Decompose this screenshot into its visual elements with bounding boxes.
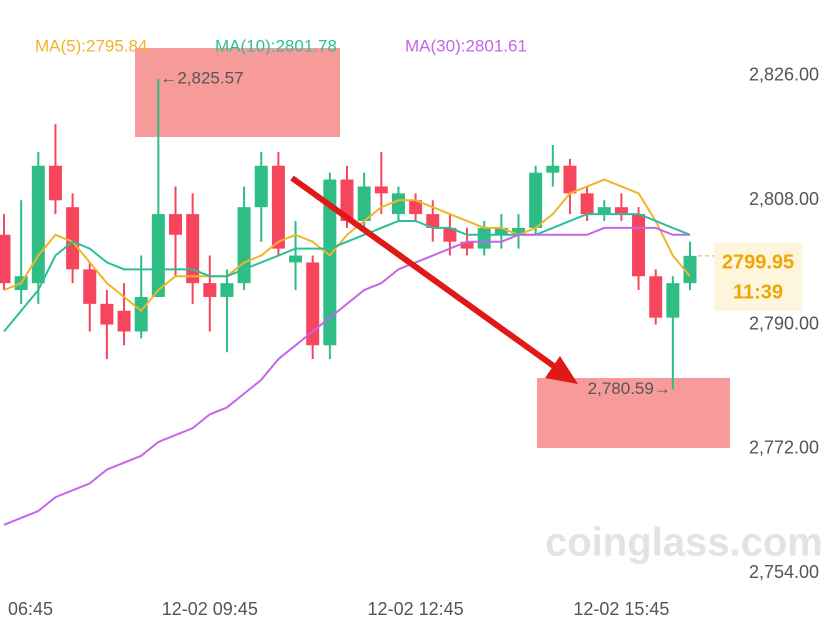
candle-body xyxy=(66,207,80,270)
candle-body xyxy=(597,207,611,215)
candle-body xyxy=(357,186,371,221)
candle-body xyxy=(494,227,508,235)
legend-entry: MA(10):2801.78 xyxy=(215,36,337,55)
candle-body xyxy=(271,165,285,249)
candle-body xyxy=(649,276,663,318)
low-label: 2,780.59→ xyxy=(588,379,671,398)
candle-body xyxy=(683,255,697,284)
candle-body xyxy=(340,179,354,221)
candle-body xyxy=(374,186,388,194)
candle-body xyxy=(220,283,234,297)
legend-entry: MA(5):2795.84 xyxy=(35,36,147,55)
x-tick-label: 12-02 12:45 xyxy=(368,599,464,619)
candle-body xyxy=(632,214,646,277)
candle-body xyxy=(31,165,45,284)
y-tick-label: 2,772.00 xyxy=(749,438,819,458)
ma-line xyxy=(3,213,691,333)
y-tick-label: 2,826.00 xyxy=(749,65,819,85)
ma-line xyxy=(3,226,690,526)
candle-body xyxy=(580,193,594,215)
trend-arrow xyxy=(290,175,564,375)
countdown-label: 11:39 xyxy=(733,281,783,303)
candle-body xyxy=(289,255,303,263)
candle-body xyxy=(83,269,97,304)
ma-line xyxy=(3,178,691,313)
candle-body xyxy=(117,310,131,332)
candle-body xyxy=(186,214,200,284)
candle-body xyxy=(391,193,405,215)
candle-body xyxy=(426,214,440,228)
candle-body xyxy=(443,227,457,242)
candle-body xyxy=(409,200,423,215)
candle-body xyxy=(0,234,11,284)
candle-body xyxy=(563,165,577,194)
high-label: ←2,825.57 xyxy=(160,68,243,87)
plot xyxy=(0,78,697,526)
x-tick-label: 06:45 xyxy=(8,599,53,619)
watermark: coinglass.com xyxy=(545,521,823,565)
candle-body xyxy=(546,165,560,173)
candle-body xyxy=(477,227,491,249)
candle-body xyxy=(666,283,680,318)
candle-body xyxy=(254,165,268,208)
candle-body xyxy=(512,227,525,235)
x-tick-label: 12-02 15:45 xyxy=(573,599,669,619)
candle-body xyxy=(529,172,543,228)
candle-body xyxy=(323,179,337,346)
high-highlight xyxy=(135,48,340,137)
candle-body xyxy=(169,214,182,235)
candle-body xyxy=(151,214,165,297)
candle-body xyxy=(306,262,320,346)
candle-body xyxy=(203,283,217,297)
last-price-label: 2799.95 xyxy=(722,251,794,273)
candle-body xyxy=(134,296,148,332)
y-tick-label: 2,754.00 xyxy=(749,562,819,582)
candle-body xyxy=(100,303,114,325)
legend-entry: MA(30):2801.61 xyxy=(405,36,527,55)
y-tick-label: 2,790.00 xyxy=(749,313,819,333)
price-tag xyxy=(714,243,802,311)
candle-body xyxy=(614,207,628,215)
low-highlight xyxy=(537,378,730,448)
candle-body xyxy=(460,241,474,249)
candle-body xyxy=(48,165,62,201)
y-tick-label: 2,808.00 xyxy=(749,189,819,209)
trend-arrowhead xyxy=(545,356,578,384)
x-tick-label: 12-02 09:45 xyxy=(162,599,258,619)
